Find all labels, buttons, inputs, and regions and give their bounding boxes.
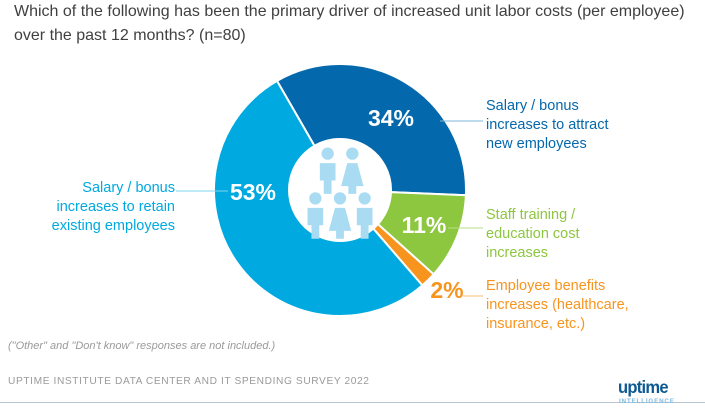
svg-text:INTELLIGENCE: INTELLIGENCE (619, 398, 675, 405)
svg-text:2%: 2% (430, 277, 463, 303)
svg-text:53%: 53% (230, 179, 276, 205)
svg-text:34%: 34% (368, 105, 414, 131)
svg-text:uptime: uptime (618, 377, 669, 397)
svg-text:11%: 11% (402, 212, 447, 238)
